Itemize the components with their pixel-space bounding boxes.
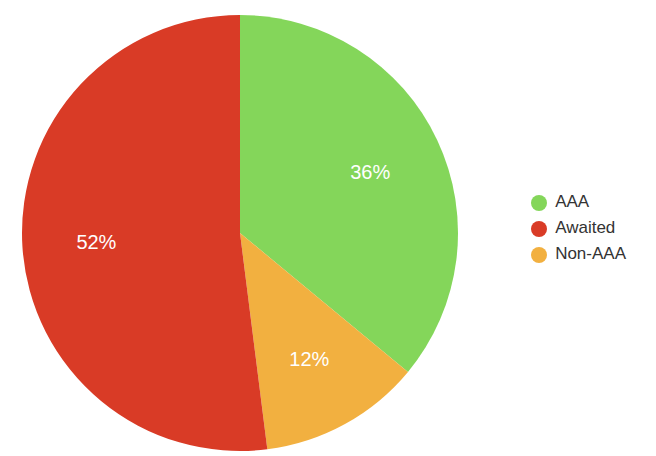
html-text:Non-AAA: Non-AAA (555, 244, 626, 263)
html-text:AAA: AAA (555, 192, 590, 211)
svg-text:52%: 52% (76, 231, 116, 253)
html-text:Awaited: Awaited (555, 218, 616, 237)
svg-text:36%: 36% (350, 161, 390, 183)
svg-text:12%: 12% (289, 348, 329, 370)
